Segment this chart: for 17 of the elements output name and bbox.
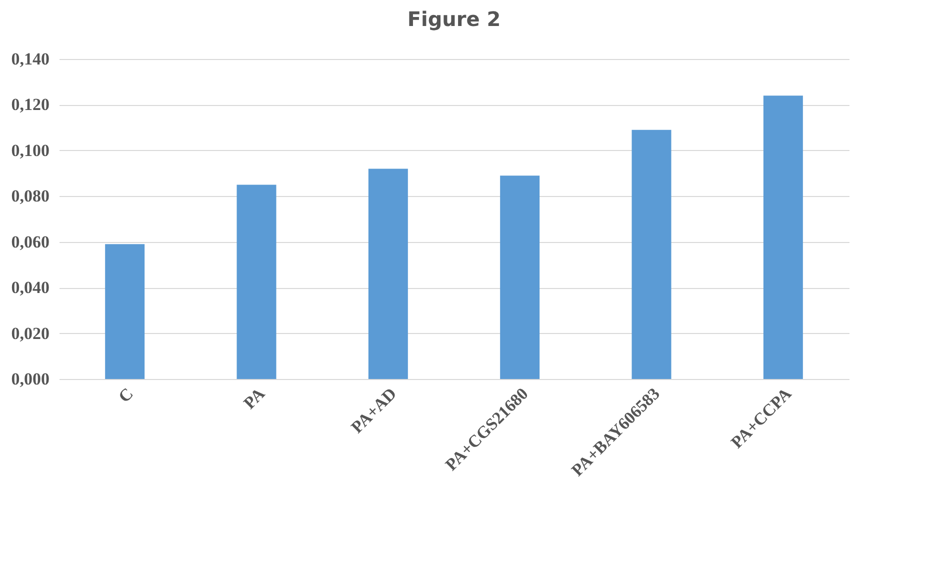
y-tick-label: 0,060 bbox=[11, 232, 50, 252]
bar bbox=[105, 244, 145, 379]
bar bbox=[500, 176, 540, 379]
y-tick-label: 0,000 bbox=[11, 370, 50, 388]
x-tick-label: C bbox=[114, 384, 137, 406]
y-tick-label: 0,120 bbox=[11, 95, 50, 114]
y-tick-label: 0,080 bbox=[11, 186, 50, 206]
y-tick-label: 0,020 bbox=[11, 324, 50, 343]
y-tick-label: 0,100 bbox=[11, 140, 50, 160]
bar bbox=[368, 168, 408, 379]
bar bbox=[763, 96, 803, 379]
bar bbox=[632, 130, 672, 379]
chart-title: Figure 2 bbox=[407, 7, 501, 31]
bar bbox=[236, 184, 276, 379]
x-tick-label: PA bbox=[240, 384, 270, 413]
y-tick-label: 0,140 bbox=[11, 50, 50, 68]
y-tick-label: 0,040 bbox=[11, 278, 50, 298]
